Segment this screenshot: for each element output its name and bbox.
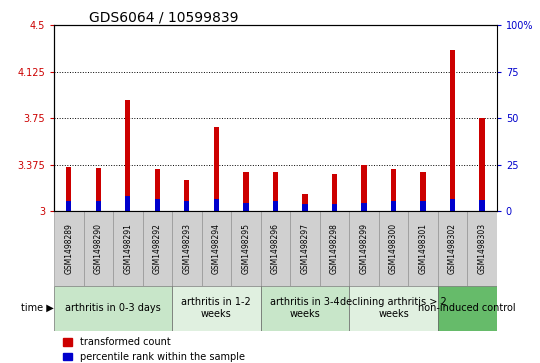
Text: GSM1498301: GSM1498301 bbox=[418, 223, 428, 274]
Text: GSM1498298: GSM1498298 bbox=[330, 223, 339, 274]
Bar bbox=[361, 203, 367, 211]
Text: GSM1498295: GSM1498295 bbox=[241, 223, 251, 274]
FancyBboxPatch shape bbox=[172, 211, 201, 286]
Bar bbox=[420, 201, 426, 211]
FancyBboxPatch shape bbox=[172, 286, 261, 331]
Bar bbox=[125, 100, 131, 211]
FancyBboxPatch shape bbox=[467, 211, 497, 286]
FancyBboxPatch shape bbox=[408, 211, 438, 286]
Bar bbox=[184, 180, 190, 211]
Legend: transformed count, percentile rank within the sample: transformed count, percentile rank withi… bbox=[59, 333, 249, 363]
Text: GSM1498291: GSM1498291 bbox=[123, 223, 132, 274]
Text: arthritis in 3-4
weeks: arthritis in 3-4 weeks bbox=[270, 297, 340, 319]
FancyBboxPatch shape bbox=[438, 211, 467, 286]
Bar bbox=[391, 169, 396, 211]
Bar bbox=[450, 199, 455, 211]
FancyBboxPatch shape bbox=[231, 211, 261, 286]
Bar bbox=[154, 169, 160, 211]
Text: GDS6064 / 10599839: GDS6064 / 10599839 bbox=[90, 10, 239, 24]
Bar bbox=[243, 203, 248, 211]
Bar bbox=[243, 172, 248, 211]
FancyBboxPatch shape bbox=[349, 211, 379, 286]
Bar bbox=[96, 168, 101, 211]
FancyBboxPatch shape bbox=[113, 211, 143, 286]
Bar bbox=[361, 166, 367, 211]
FancyBboxPatch shape bbox=[349, 286, 438, 331]
FancyBboxPatch shape bbox=[54, 286, 172, 331]
Bar bbox=[332, 204, 337, 211]
Bar bbox=[66, 167, 71, 211]
Bar bbox=[302, 194, 308, 211]
Bar bbox=[480, 200, 485, 211]
Bar bbox=[66, 201, 71, 211]
Text: GSM1498297: GSM1498297 bbox=[300, 223, 309, 274]
Bar bbox=[184, 201, 190, 211]
Text: non-induced control: non-induced control bbox=[418, 303, 516, 313]
FancyBboxPatch shape bbox=[143, 211, 172, 286]
Text: GSM1498300: GSM1498300 bbox=[389, 223, 398, 274]
Bar bbox=[214, 127, 219, 211]
Text: time ▶: time ▶ bbox=[21, 303, 54, 313]
Bar bbox=[125, 196, 131, 211]
Text: GSM1498302: GSM1498302 bbox=[448, 223, 457, 274]
Bar bbox=[214, 199, 219, 211]
FancyBboxPatch shape bbox=[54, 211, 84, 286]
FancyBboxPatch shape bbox=[84, 211, 113, 286]
Bar bbox=[420, 172, 426, 211]
Bar bbox=[480, 118, 485, 211]
Text: GSM1498289: GSM1498289 bbox=[64, 223, 73, 274]
FancyBboxPatch shape bbox=[320, 211, 349, 286]
Bar bbox=[273, 172, 278, 211]
Bar bbox=[273, 201, 278, 211]
FancyBboxPatch shape bbox=[261, 286, 349, 331]
Text: declining arthritis > 2
weeks: declining arthritis > 2 weeks bbox=[340, 297, 447, 319]
Text: GSM1498290: GSM1498290 bbox=[94, 223, 103, 274]
Text: GSM1498296: GSM1498296 bbox=[271, 223, 280, 274]
Text: GSM1498294: GSM1498294 bbox=[212, 223, 221, 274]
Bar bbox=[391, 201, 396, 211]
Text: arthritis in 0-3 days: arthritis in 0-3 days bbox=[65, 303, 161, 313]
FancyBboxPatch shape bbox=[438, 286, 497, 331]
Bar bbox=[302, 204, 308, 211]
Text: GSM1498303: GSM1498303 bbox=[477, 223, 487, 274]
FancyBboxPatch shape bbox=[290, 211, 320, 286]
FancyBboxPatch shape bbox=[201, 211, 231, 286]
Text: GSM1498293: GSM1498293 bbox=[183, 223, 191, 274]
Bar bbox=[450, 50, 455, 211]
Bar bbox=[332, 174, 337, 211]
Text: GSM1498292: GSM1498292 bbox=[153, 223, 162, 274]
Bar bbox=[154, 199, 160, 211]
Text: arthritis in 1-2
weeks: arthritis in 1-2 weeks bbox=[181, 297, 251, 319]
FancyBboxPatch shape bbox=[261, 211, 290, 286]
FancyBboxPatch shape bbox=[379, 211, 408, 286]
Text: GSM1498299: GSM1498299 bbox=[360, 223, 368, 274]
Bar bbox=[96, 201, 101, 211]
